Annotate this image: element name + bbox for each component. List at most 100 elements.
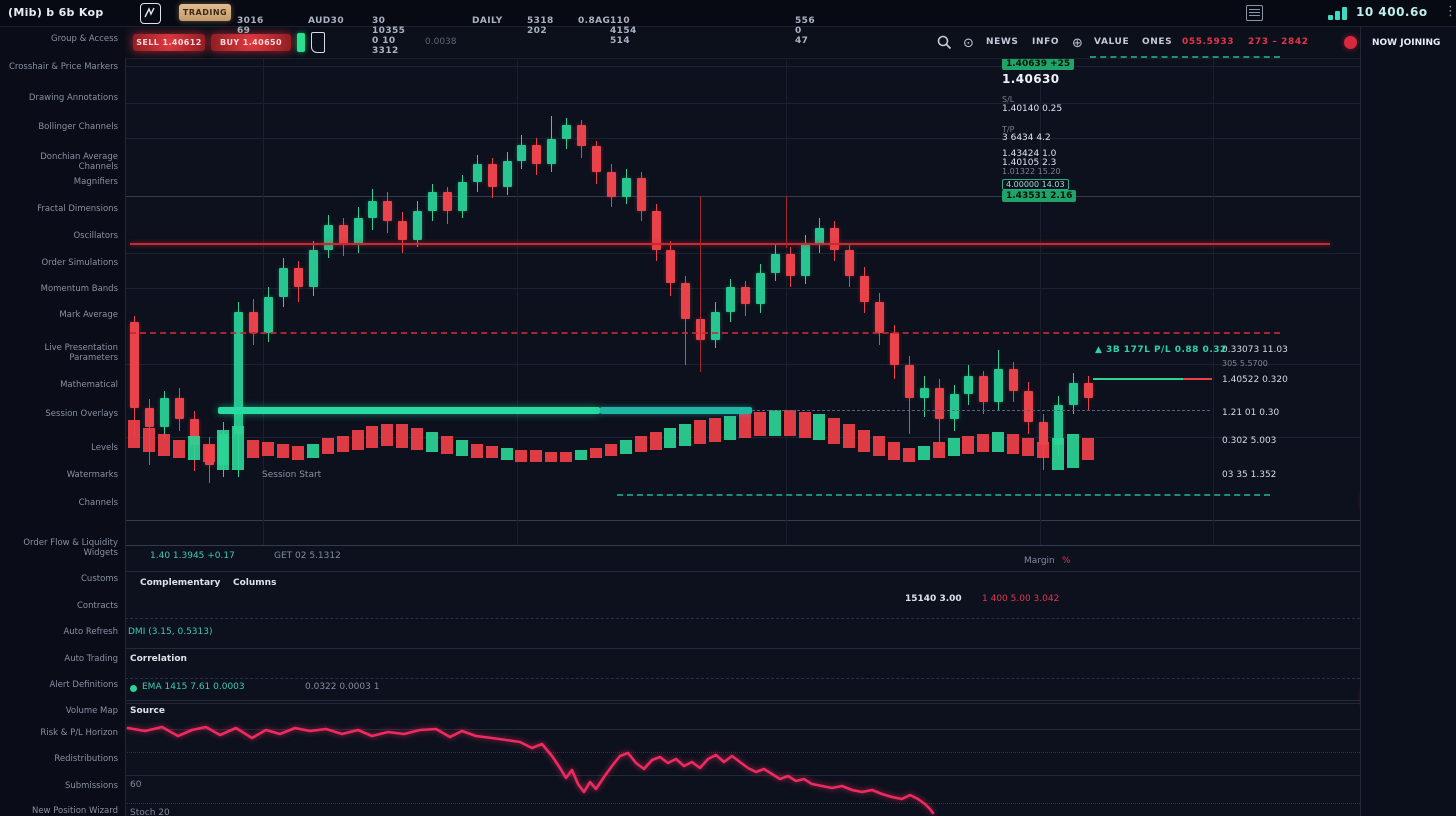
toolbar-label[interactable]: 055.5933 (1182, 37, 1235, 47)
price-axis-column[interactable] (1360, 26, 1456, 816)
trend-ribbon-block (277, 444, 289, 458)
sidebar-item[interactable]: Contracts (77, 601, 118, 611)
order-level-label: 0.302 5.003 (1222, 436, 1277, 446)
topbar-item[interactable]: AUD30 (308, 16, 344, 26)
sidebar-item[interactable]: Levels (91, 443, 118, 453)
candle (889, 333, 899, 365)
indicator-correlation-label[interactable]: Correlation (130, 654, 187, 664)
sidebar-item[interactable]: Session Overlays (45, 409, 118, 419)
sidebar-item[interactable]: Crosshair & Price Markers (8, 62, 118, 72)
candle (949, 393, 959, 420)
sidebar-item[interactable]: Redistributions (54, 754, 118, 764)
sidebar-item[interactable]: Donchian Average Channels (40, 152, 118, 172)
target-icon[interactable]: ⊕ (1072, 36, 1083, 51)
trend-ribbon-block (947, 438, 960, 456)
v-gridline (517, 58, 518, 545)
trend-ribbon-block (649, 432, 662, 450)
candle (144, 407, 154, 427)
sidebar-item[interactable]: Risk & P/L Horizon (40, 728, 118, 738)
trading-mode-button[interactable]: TRADING (179, 4, 231, 21)
sidebar-item[interactable]: Order Flow & Liquidity Widgets (23, 538, 118, 558)
trend-ribbon-block (217, 430, 230, 470)
sidebar-item[interactable]: Order Simulations (41, 258, 118, 268)
trend-ribbon-block (858, 430, 871, 452)
trend-ribbon-block (634, 436, 647, 452)
topbar-item[interactable]: 5318 202 (527, 16, 554, 36)
candle (994, 369, 1004, 403)
sidebar-item[interactable]: Watermarks (66, 470, 118, 480)
sidebar-item[interactable]: Customs (81, 574, 118, 584)
sidebar-item[interactable]: Channels (78, 498, 118, 508)
topbar-item[interactable]: 3016 69 (237, 16, 264, 36)
toolbar-label[interactable]: VALUE (1094, 37, 1130, 47)
sidebar-item[interactable]: Volume Map (65, 706, 118, 716)
toolbar-label[interactable]: ONES (1142, 37, 1173, 47)
sidebar-item[interactable]: Drawing Annotations (28, 93, 118, 103)
topbar-item[interactable]: DAILY (472, 16, 503, 26)
bottom-tab-position-link[interactable]: 1.40 1.3945 +0.17 (150, 551, 235, 561)
order-flag-icon[interactable] (311, 32, 325, 53)
trend-ribbon-block (1022, 438, 1034, 456)
buy-button[interactable]: BUY 1.40650 (211, 34, 291, 51)
order-level-label: 305 5.5700 (1222, 359, 1268, 368)
sidebar-item[interactable]: Mark Average (59, 310, 118, 320)
teal-dotted-level[interactable] (617, 494, 1270, 496)
chart-toolbar: SELL 1.40612 BUY 1.40650 0.0038 ⊙ ⊕ NEWS… (125, 26, 1360, 59)
trend-ribbon-block (440, 436, 453, 454)
layout-panel-icon[interactable] (1246, 5, 1263, 21)
indicator-source-label[interactable]: Source (130, 706, 165, 716)
sidebar-item[interactable]: Auto Refresh (63, 627, 118, 637)
candle (1068, 383, 1078, 405)
red-price-line[interactable] (130, 243, 1330, 245)
app-logo-icon[interactable] (140, 3, 161, 24)
sidebar-item[interactable]: Oscillators (73, 231, 118, 241)
candle (979, 376, 989, 403)
red-dashed-level-line[interactable] (130, 332, 1280, 334)
sell-button[interactable]: SELL 1.40612 (133, 34, 205, 51)
trend-ribbon-block (664, 428, 677, 448)
trend-ribbon-block (128, 420, 140, 448)
support-band-mid[interactable] (600, 407, 752, 414)
sidebar-item[interactable]: Group & Access (50, 34, 118, 44)
candle (457, 182, 467, 211)
sidebar-item[interactable]: Auto Trading (64, 654, 118, 664)
sidebar-item[interactable]: Submissions (64, 781, 118, 791)
margin-percent: % (1062, 556, 1071, 566)
trend-ribbon-block (396, 424, 409, 448)
sidebar-item[interactable]: Live Presentation Parameters (44, 343, 118, 363)
toolbar-label[interactable]: 273 – 2842 (1248, 37, 1309, 47)
topbar-item[interactable]: 30 10355 0 10 3312 (372, 16, 406, 56)
circle-icon[interactable]: ⊙ (1072, 36, 1083, 51)
candle (293, 268, 303, 288)
equity-bars-icon (1328, 6, 1350, 20)
trend-ribbon-block (411, 428, 424, 450)
pl-line-red (1183, 378, 1212, 380)
tab-columns[interactable]: Columns (233, 578, 277, 588)
candle (1038, 422, 1048, 446)
candle (487, 163, 497, 187)
support-band[interactable] (218, 407, 600, 414)
trend-ribbon-block (351, 430, 364, 450)
sidebar-item[interactable]: Magnifiers (73, 177, 118, 187)
topbar-item[interactable]: 556 0 47 (795, 16, 815, 46)
overflow-menu-icon[interactable]: ⋮ (1444, 4, 1456, 19)
circle-icon[interactable]: ⊙ (963, 36, 974, 51)
topbar-item[interactable]: 110 4154 514 (610, 16, 637, 46)
toolbar-label[interactable]: NEWS (986, 37, 1019, 47)
sidebar-item[interactable]: Bollinger Channels (38, 122, 118, 132)
sidebar-item[interactable]: Alert Definitions (49, 680, 118, 690)
trend-ribbon-block (172, 440, 185, 458)
clock-icon[interactable]: ⊙ (963, 36, 974, 51)
search-icon[interactable] (937, 35, 952, 54)
sidebar-item[interactable]: New Position Wizard (31, 806, 118, 816)
toolbar-label[interactable]: INFO (1032, 37, 1060, 47)
chart-bottom-divider[interactable] (125, 545, 1360, 546)
tab-completed-orders[interactable]: Complementary (140, 578, 221, 588)
indicator-dmi-label[interactable]: DMI (3.15, 0.5313) (128, 627, 213, 637)
sidebar-item[interactable]: Fractal Dimensions (37, 204, 118, 214)
sidebar-item[interactable]: Momentum Bands (40, 284, 118, 294)
topbar-item[interactable]: 0.8AG (578, 16, 611, 26)
sidebar-item[interactable]: Mathematical (60, 380, 118, 390)
alert-dot-icon[interactable] (1344, 36, 1357, 49)
